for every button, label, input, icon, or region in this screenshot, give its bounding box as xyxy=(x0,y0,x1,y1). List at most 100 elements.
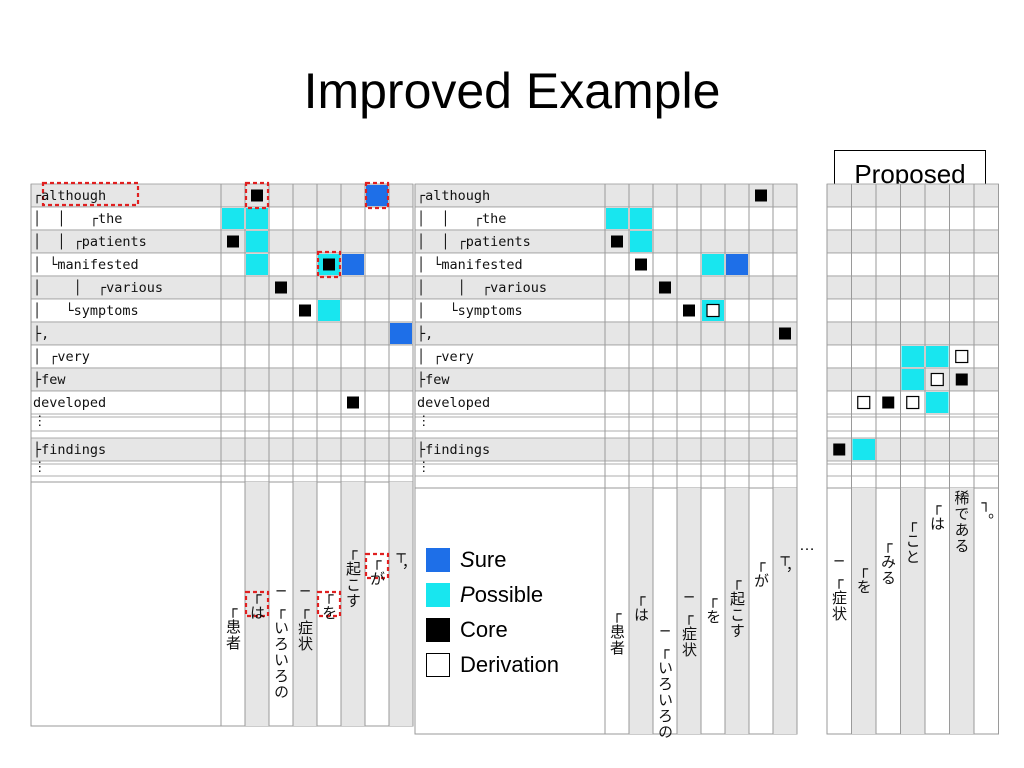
mid-alignment-cell xyxy=(726,254,748,275)
legend-label-rest: Derivation xyxy=(460,651,560,677)
left-japanese-token: ┌を xyxy=(320,586,338,621)
right-japanese-token: ┌は xyxy=(928,497,946,532)
right-alignment-cell-core-marker xyxy=(833,443,846,456)
right-row-4 xyxy=(826,275,999,300)
left-english-token: ├few xyxy=(33,371,66,388)
mid-token-col-bg xyxy=(677,488,701,734)
left-token-highlight xyxy=(316,590,342,618)
mid-english-token: │ └symptoms xyxy=(417,302,523,319)
right-alignment-cell-derivation-marker xyxy=(906,395,920,410)
right-japanese-token: ┌を xyxy=(854,560,873,595)
left-highlight-box xyxy=(244,181,270,210)
mid-alignment-cell xyxy=(630,208,652,229)
right-japanese-token: ┌みる xyxy=(879,535,897,586)
panel-gap xyxy=(808,180,826,740)
right-japanese-token: ┐。 xyxy=(977,494,995,529)
mid-english-token: ⋮ xyxy=(417,459,431,475)
left-alignment-cell xyxy=(318,300,340,321)
right-alignment-cell xyxy=(901,369,924,390)
legend-label-rest: Core xyxy=(460,616,508,642)
left-english-token: │ │ ┌various xyxy=(33,279,164,296)
mid-alignment-cell-derivation-marker xyxy=(706,303,720,318)
left-english-token: ⋮ xyxy=(33,459,47,475)
left-english-token: ⋮ xyxy=(33,413,47,429)
left-token-highlight xyxy=(364,552,390,580)
left-row-6 xyxy=(30,321,414,346)
mid-english-token: ├findings xyxy=(417,441,491,458)
legend-label-rest: ossible xyxy=(474,581,544,607)
left-alignment-cell-core-marker xyxy=(227,235,239,248)
left-english-token: developed xyxy=(33,394,107,411)
mid-english-token: ├, xyxy=(417,325,434,342)
mid-english-token: │ ┌very xyxy=(417,348,474,365)
right-japanese-token: 稀である xyxy=(952,490,971,554)
mid-japanese-token: ┌を xyxy=(704,590,722,625)
legend-label-derivation: Derivation xyxy=(460,652,559,678)
mid-token-col-bg xyxy=(629,488,653,734)
right-token-col-bg xyxy=(900,488,925,734)
mid-alignment-cell xyxy=(606,208,628,229)
mid-japanese-token: ┌は xyxy=(632,588,650,623)
mid-alignment-cell-core-marker xyxy=(659,281,671,294)
legend-label-initial: P xyxy=(460,581,475,607)
mid-row-8 xyxy=(414,367,798,392)
mid-japanese-token: ┬， xyxy=(776,548,794,583)
right-alignment-cell-derivation-marker xyxy=(930,372,944,387)
mid-token-col-bg xyxy=(773,488,797,734)
mid-alignment-cell xyxy=(702,254,724,275)
left-alignment-cell xyxy=(222,208,244,229)
right-token-col-bg xyxy=(851,488,876,734)
legend-label-possible: Possible xyxy=(460,582,543,608)
left-highlight-box xyxy=(364,181,390,210)
legend-swatch-core xyxy=(426,617,450,642)
right-row-6 xyxy=(826,321,999,346)
left-english-token: ┌although xyxy=(33,187,107,204)
left-token-col-bg xyxy=(389,482,413,726)
mid-row-12 xyxy=(414,463,798,477)
right-alignment-cell-derivation-marker xyxy=(955,349,969,364)
left-english-token: │ └manifested xyxy=(33,256,139,273)
right-alignment-cell xyxy=(926,346,949,367)
right-row-2 xyxy=(826,229,999,254)
slide-title: Improved Example xyxy=(303,63,721,119)
right-row-12 xyxy=(826,463,999,477)
legend-item-derivation: Derivation xyxy=(426,647,559,682)
left-alignment-cell-core-marker xyxy=(251,189,263,202)
mid-english-token: │ │ ┌various xyxy=(417,279,548,296)
left-english-token: │ ┌very xyxy=(33,348,90,365)
left-alignment-cell xyxy=(366,185,388,206)
left-token-col-bg xyxy=(341,482,365,726)
legend-item-core: Core xyxy=(426,612,559,647)
right-row-3 xyxy=(826,252,999,277)
left-highlight-box xyxy=(316,250,342,279)
left-english-token: ├, xyxy=(33,325,50,342)
mid-alignment-cell xyxy=(630,231,652,252)
left-alignment-cell xyxy=(246,208,268,229)
left-alignment-cell-core-marker xyxy=(323,258,335,271)
left-highlight-although xyxy=(41,181,140,207)
mid-japanese-token: ─┌いろいろの xyxy=(656,622,674,740)
legend-swatch-sure xyxy=(426,547,450,572)
left-japanese-token: ─┌いろいろの xyxy=(272,582,290,700)
legend-swatch-possible xyxy=(426,582,450,607)
left-japanese-token: ┬， xyxy=(392,545,410,580)
mid-english-token: ⋮ xyxy=(417,413,431,429)
left-english-token: │ │ ┌patients xyxy=(33,233,147,250)
mid-japanese-token: ┌が xyxy=(752,554,770,589)
legend-label-core: Core xyxy=(460,617,508,643)
right-japanese-token: ┌こと xyxy=(903,514,922,565)
right-row-1 xyxy=(826,206,999,231)
left-japanese-token: ─┌症状 xyxy=(296,582,314,652)
mid-japanese-token: ┌患者 xyxy=(608,605,626,656)
right-alignment-cell xyxy=(901,346,924,367)
left-token-highlight xyxy=(244,590,270,618)
mid-japanese-token: ┌起こす xyxy=(728,572,746,639)
left-alignment-cell xyxy=(342,254,364,275)
left-row-8 xyxy=(30,367,414,392)
right-row-0 xyxy=(826,183,999,208)
left-token-col-bg xyxy=(245,482,269,726)
left-japanese-token: ┌起こす xyxy=(344,542,362,609)
left-token-col-bg xyxy=(293,482,317,726)
mid-english-token: │ │ ┌the xyxy=(417,210,507,227)
left-japanese-token: ┌が xyxy=(368,552,386,587)
